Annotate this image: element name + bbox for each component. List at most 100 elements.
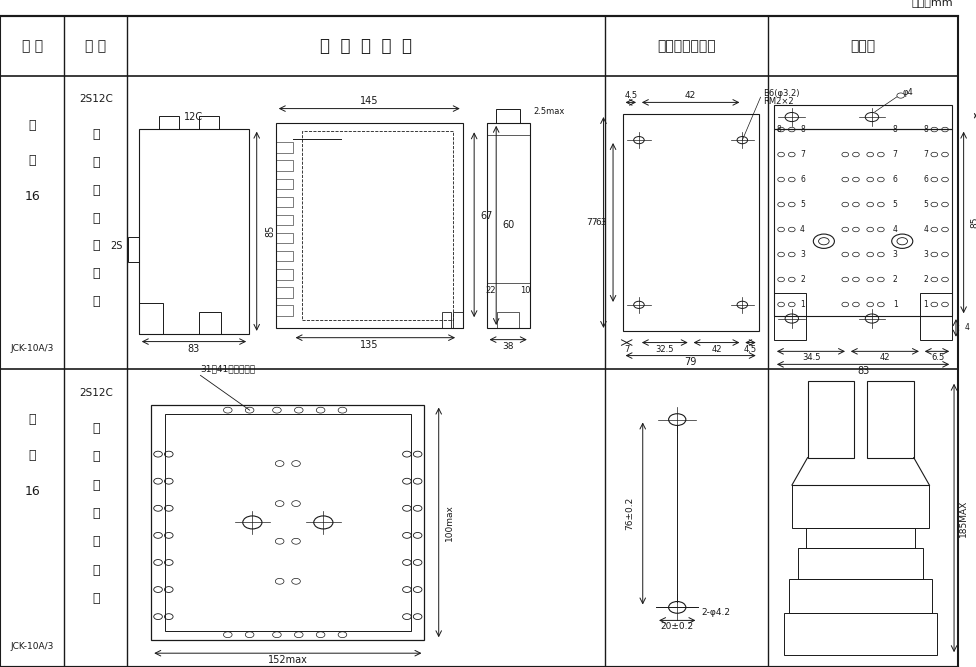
Text: 4: 4	[965, 323, 970, 332]
Text: JCK-10A/3: JCK-10A/3	[11, 642, 54, 650]
Text: 32.5: 32.5	[656, 345, 674, 354]
Text: 3: 3	[893, 250, 898, 259]
Text: φ4: φ4	[903, 88, 914, 97]
Text: 8: 8	[800, 125, 805, 134]
Text: RM2×2: RM2×2	[763, 97, 794, 105]
Bar	[784, 612, 937, 655]
Text: 12C: 12C	[184, 112, 204, 122]
Text: 34.5: 34.5	[802, 354, 821, 362]
Bar	[276, 161, 293, 171]
Text: 8: 8	[923, 125, 928, 134]
Text: 后: 后	[92, 239, 100, 252]
Bar	[774, 105, 953, 129]
Text: 4: 4	[893, 225, 898, 234]
Bar	[276, 305, 293, 315]
Bar	[159, 117, 179, 129]
Text: 图: 图	[28, 155, 36, 167]
Bar	[276, 233, 293, 243]
Text: 凸: 凸	[92, 422, 100, 435]
Text: 2S12C: 2S12C	[79, 95, 112, 105]
Text: 8: 8	[777, 125, 782, 134]
Bar	[487, 123, 530, 328]
Bar	[276, 251, 293, 261]
Text: 2S: 2S	[110, 241, 123, 251]
Bar	[199, 312, 222, 334]
Bar	[798, 548, 923, 578]
Bar	[151, 405, 425, 640]
Text: 附: 附	[28, 413, 36, 426]
Text: 2S12C: 2S12C	[79, 388, 112, 398]
Bar	[498, 311, 519, 328]
Text: 85: 85	[970, 217, 976, 228]
Text: 152max: 152max	[267, 656, 307, 666]
Text: 接: 接	[92, 267, 100, 280]
Text: 凸: 凸	[92, 128, 100, 141]
Text: 7: 7	[800, 150, 805, 159]
Text: 5: 5	[893, 200, 898, 209]
Text: 185MAX: 185MAX	[959, 500, 968, 536]
Text: 6: 6	[893, 175, 898, 184]
Text: JCK-10A/3: JCK-10A/3	[11, 344, 54, 353]
Text: 60: 60	[503, 220, 514, 230]
Bar	[774, 129, 953, 316]
Bar	[276, 179, 293, 189]
Text: 6.5: 6.5	[931, 354, 945, 362]
Text: B6(φ3.2): B6(φ3.2)	[763, 89, 800, 98]
Text: 42: 42	[685, 91, 696, 101]
Text: 前: 前	[92, 536, 100, 548]
Text: 77: 77	[587, 218, 597, 227]
Bar	[774, 293, 806, 340]
Text: 2: 2	[893, 275, 898, 284]
Text: 4: 4	[923, 225, 928, 234]
Text: 79: 79	[684, 357, 697, 367]
Text: 3: 3	[800, 250, 805, 259]
Bar	[128, 237, 139, 262]
Text: 安装开孔尺寸图: 安装开孔尺寸图	[658, 39, 716, 53]
Text: 85: 85	[265, 225, 275, 237]
Text: 线: 线	[92, 295, 100, 308]
Bar	[867, 381, 914, 458]
Bar	[497, 109, 520, 123]
Text: 76±0.2: 76±0.2	[625, 497, 633, 530]
Text: 接: 接	[92, 564, 100, 577]
Text: 38: 38	[503, 342, 514, 352]
Bar	[453, 311, 463, 328]
Bar	[165, 414, 411, 631]
Bar	[792, 485, 929, 528]
Text: 42: 42	[712, 345, 721, 354]
Bar	[199, 117, 220, 129]
Text: 5: 5	[800, 200, 805, 209]
Bar	[276, 287, 293, 297]
Text: 1: 1	[800, 300, 805, 309]
Text: 出: 出	[92, 450, 100, 464]
Text: 83: 83	[857, 366, 870, 376]
Text: 5: 5	[923, 200, 928, 209]
Text: 83: 83	[187, 344, 200, 354]
Text: 板: 板	[92, 507, 100, 520]
Text: 67: 67	[480, 211, 493, 221]
Bar	[276, 215, 293, 225]
Text: 板: 板	[92, 211, 100, 225]
Text: 式: 式	[92, 479, 100, 492]
Bar	[623, 114, 758, 331]
Text: 2-φ4.2: 2-φ4.2	[701, 608, 730, 617]
Text: 7: 7	[923, 150, 928, 159]
Text: 4: 4	[800, 225, 805, 234]
Text: 附: 附	[28, 119, 36, 132]
Text: 出: 出	[92, 156, 100, 169]
Bar	[442, 311, 452, 328]
Text: 3: 3	[923, 250, 928, 259]
Text: 式: 式	[92, 184, 100, 197]
Text: 2.5max: 2.5max	[534, 107, 565, 116]
Text: 图 号: 图 号	[21, 39, 43, 53]
Text: 线: 线	[92, 592, 100, 605]
Text: 4.5: 4.5	[625, 91, 637, 101]
Bar	[276, 269, 293, 279]
Text: 6: 6	[800, 175, 805, 184]
Text: 100max: 100max	[445, 504, 455, 541]
Text: 16: 16	[24, 485, 40, 498]
Text: 2: 2	[800, 275, 805, 284]
Bar	[807, 381, 854, 458]
Text: 42: 42	[879, 354, 890, 362]
Bar	[139, 303, 163, 334]
